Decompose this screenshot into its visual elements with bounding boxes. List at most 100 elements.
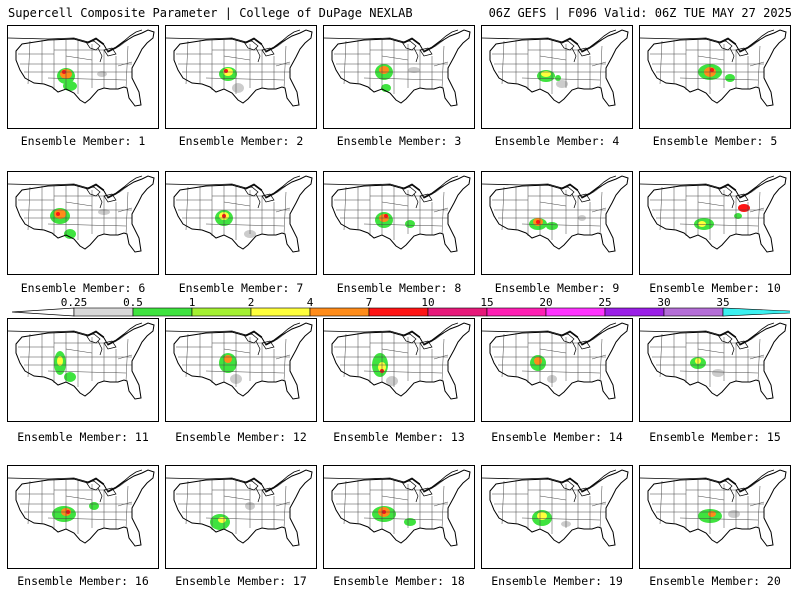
- canada-border: [166, 322, 301, 345]
- parameter-contour: [64, 229, 76, 239]
- great-lakes: [85, 40, 117, 63]
- ensemble-member-label: Ensemble Member: 15: [649, 430, 781, 444]
- legend-color-swatch: [309, 307, 370, 317]
- ensemble-member-label: Ensemble Member: 17: [175, 574, 307, 588]
- parameter-contour: [556, 80, 568, 88]
- coastline: [15, 29, 155, 107]
- state-borders: [18, 479, 133, 534]
- state-borders: [650, 479, 765, 534]
- us-map-icon: [640, 469, 787, 547]
- parameter-contour: [537, 512, 547, 520]
- coastline: [331, 175, 471, 253]
- us-map-icon: [8, 175, 155, 253]
- ensemble-member-label: Ensemble Member: 2: [178, 134, 304, 148]
- canada-border: [482, 322, 617, 345]
- legend-below-arrow: [12, 307, 75, 317]
- ensemble-member-label: Ensemble Member: 9: [494, 281, 620, 295]
- parameter-contour: [405, 220, 415, 228]
- parameter-contour: [57, 356, 63, 366]
- parameter-contour: [404, 518, 416, 526]
- canada-border: [166, 29, 301, 52]
- state-borders: [334, 39, 449, 94]
- ensemble-member-map: [323, 465, 475, 569]
- ensemble-member-label: Ensemble Member: 18: [333, 574, 465, 588]
- legend-tick-label: 2: [248, 296, 255, 309]
- us-map-icon: [482, 322, 629, 400]
- us-map-icon: [482, 29, 629, 107]
- canada-border: [482, 469, 617, 492]
- coastline: [331, 29, 471, 107]
- great-lakes: [717, 333, 749, 356]
- us-map-icon: [8, 322, 155, 400]
- us-map-icon: [482, 175, 629, 253]
- legend-color-swatch: [132, 307, 193, 317]
- canada-border: [640, 469, 775, 492]
- ensemble-member-map: [165, 318, 317, 422]
- ensemble-member-label: Ensemble Member: 10: [649, 281, 781, 295]
- state-borders: [18, 39, 133, 94]
- canada-border: [8, 29, 143, 52]
- ensemble-member-map: [639, 465, 791, 569]
- parameter-contour: [712, 369, 724, 377]
- ensemble-member-label: Ensemble Member: 20: [649, 574, 781, 588]
- ensemble-member-label: Ensemble Member: 5: [652, 134, 778, 148]
- parameter-contour: [89, 502, 99, 510]
- state-borders: [176, 39, 291, 94]
- coastline: [489, 175, 629, 253]
- canada-border: [166, 469, 301, 492]
- legend-above-arrow: [722, 307, 790, 317]
- ensemble-member-map: [323, 25, 475, 129]
- great-lakes: [717, 480, 749, 503]
- legend-color-swatch: [486, 307, 547, 317]
- parameter-contour: [218, 517, 226, 523]
- parameter-contour: [725, 74, 735, 82]
- great-lakes: [243, 186, 275, 209]
- great-lakes: [559, 333, 591, 356]
- ensemble-member-map: [165, 465, 317, 569]
- legend-tick-label: 20: [539, 296, 552, 309]
- state-borders: [650, 39, 765, 94]
- ensemble-member-map: [7, 465, 159, 569]
- ensemble-member-label: Ensemble Member: 7: [178, 281, 304, 295]
- state-borders: [176, 185, 291, 240]
- ensemble-member-map: [7, 171, 159, 275]
- parameter-contour: [379, 66, 389, 74]
- coastline: [173, 175, 313, 253]
- great-lakes: [401, 333, 433, 356]
- us-map-icon: [8, 29, 155, 107]
- us-map-icon: [640, 175, 787, 253]
- canada-border: [324, 29, 459, 52]
- ensemble-member-map: [481, 25, 633, 129]
- canada-border: [640, 175, 775, 198]
- great-lakes: [559, 186, 591, 209]
- ensemble-member-label: Ensemble Member: 12: [175, 430, 307, 444]
- great-lakes: [243, 40, 275, 63]
- coastline: [489, 469, 629, 547]
- canada-border: [640, 29, 775, 52]
- canada-border: [482, 29, 617, 52]
- us-map-icon: [640, 29, 787, 107]
- state-borders: [492, 332, 607, 387]
- ensemble-member-map: [639, 25, 791, 129]
- state-borders: [334, 479, 449, 534]
- coastline: [15, 469, 155, 547]
- legend-color-swatch: [663, 307, 724, 317]
- ensemble-member-label: Ensemble Member: 4: [494, 134, 620, 148]
- state-borders: [492, 39, 607, 94]
- valid-time-label: 06Z GEFS | F096 Valid: 06Z TUE MAY 27 20…: [488, 6, 792, 20]
- coastline: [647, 29, 787, 107]
- us-map-icon: [324, 469, 471, 547]
- great-lakes: [401, 40, 433, 63]
- legend-tick-label: 1: [189, 296, 196, 309]
- parameter-contour: [536, 220, 540, 224]
- canada-border: [8, 175, 143, 198]
- ensemble-member-map: [481, 465, 633, 569]
- parameter-contour: [698, 221, 706, 227]
- us-map-icon: [324, 322, 471, 400]
- legend-color-swatch: [250, 307, 311, 317]
- legend-color-swatch: [73, 307, 134, 317]
- coastline: [647, 175, 787, 253]
- legend-tick-label: 15: [480, 296, 493, 309]
- parameter-contour: [97, 71, 107, 77]
- ensemble-member-map: [481, 171, 633, 275]
